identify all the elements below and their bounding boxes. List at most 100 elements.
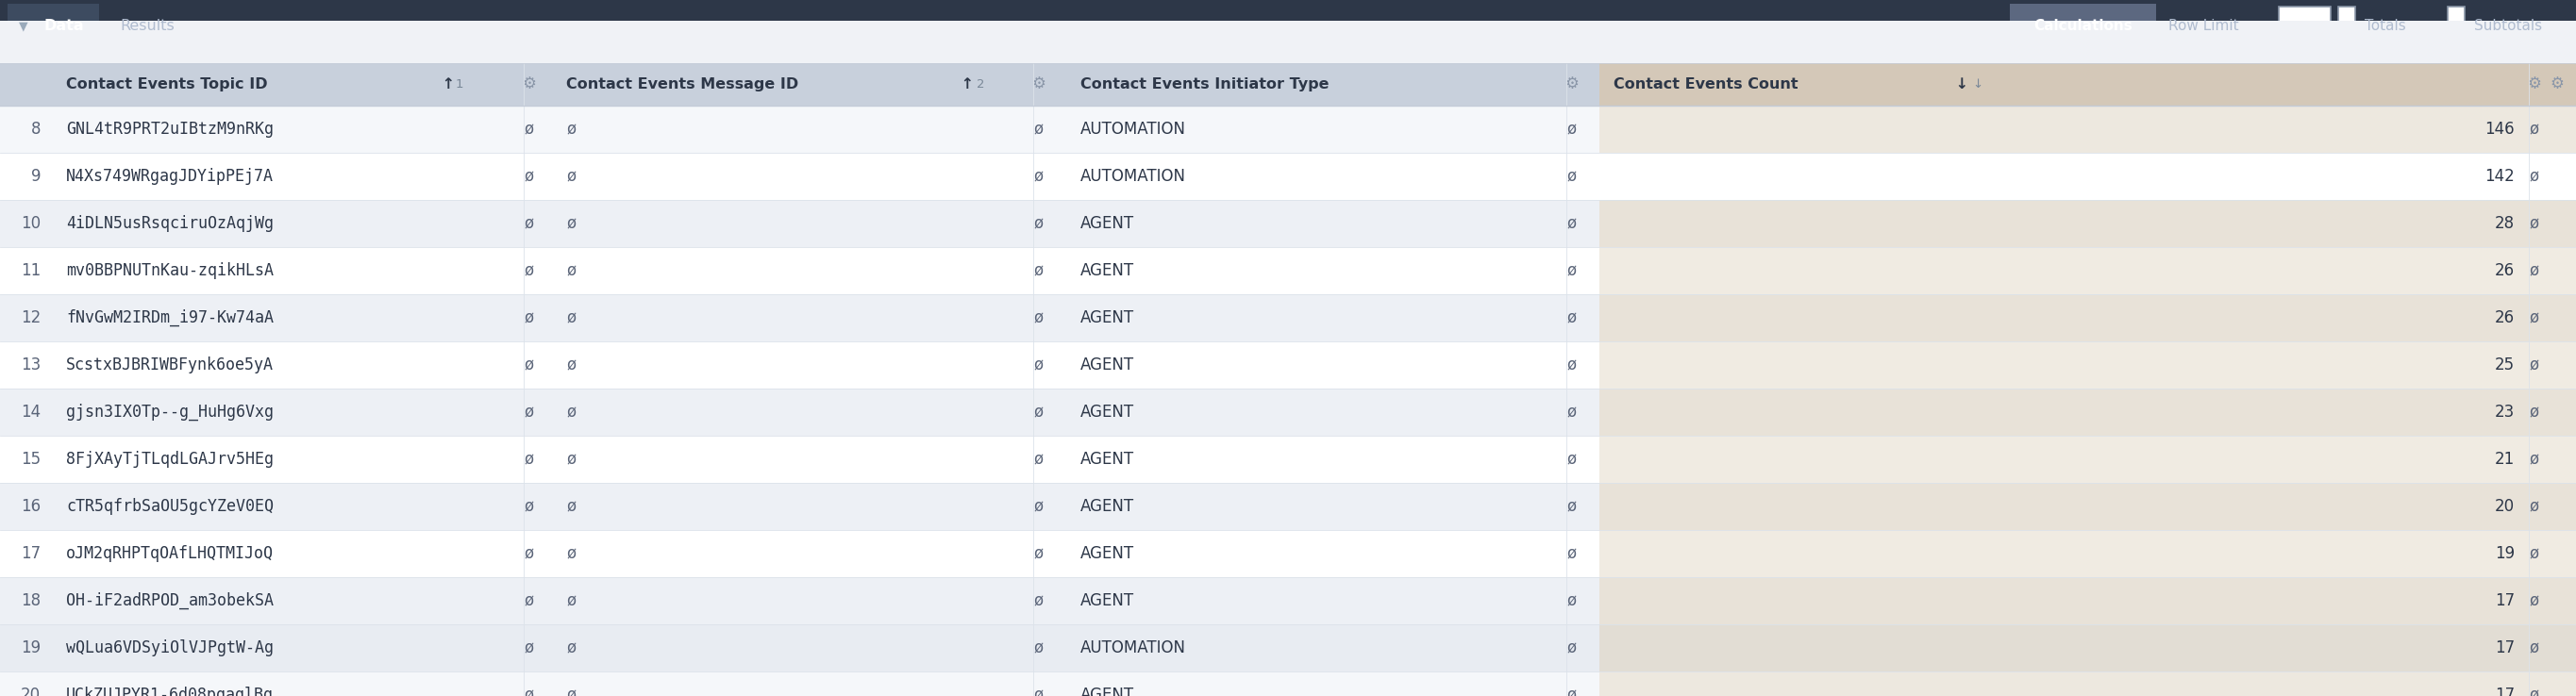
Text: 9: 9 [31,168,41,185]
Text: ø: ø [1566,592,1577,609]
Text: cTR5qfrbSaOU5gcYZeV0EQ: cTR5qfrbSaOU5gcYZeV0EQ [67,498,273,515]
FancyBboxPatch shape [1600,247,2576,294]
Text: ⚙: ⚙ [2550,76,2563,93]
Text: 13: 13 [21,356,41,374]
Text: AGENT: AGENT [1079,215,1133,232]
Text: ø: ø [526,451,533,468]
Text: OH-iF2adRPOD_am3obekSA: OH-iF2adRPOD_am3obekSA [67,592,273,610]
Text: ø: ø [1033,356,1043,374]
Text: ▼: ▼ [18,19,28,32]
FancyBboxPatch shape [1600,63,2576,106]
Text: ø: ø [567,262,574,279]
FancyBboxPatch shape [2009,3,2156,48]
Text: ø: ø [2530,545,2540,562]
Text: ø: ø [1566,215,1577,232]
Text: UCkZUJPYR1-6d08pgaglBg: UCkZUJPYR1-6d08pgaglBg [67,686,273,696]
Text: Calculations: Calculations [2032,19,2133,33]
Text: 17: 17 [21,545,41,562]
Text: 18: 18 [21,592,41,609]
Text: ScstxBJBRIWBFynk6oe5yA: ScstxBJBRIWBFynk6oe5yA [67,356,273,374]
Text: 17: 17 [2494,640,2514,656]
FancyBboxPatch shape [2447,6,2465,45]
Text: AGENT: AGENT [1079,404,1133,420]
Text: ø: ø [1033,498,1043,515]
Text: ↑: ↑ [438,77,456,91]
Text: ø: ø [526,356,533,374]
Text: ø: ø [567,168,574,185]
Text: ø: ø [526,309,533,326]
Text: AGENT: AGENT [1079,309,1133,326]
Text: 21: 21 [2494,451,2514,468]
Text: 17: 17 [2494,686,2514,696]
Text: ø: ø [567,451,574,468]
FancyBboxPatch shape [0,294,1600,342]
Text: 142: 142 [2486,168,2514,185]
Text: ø: ø [567,356,574,374]
Text: AUTOMATION: AUTOMATION [1079,120,1185,138]
FancyBboxPatch shape [0,0,2576,52]
FancyBboxPatch shape [1600,342,2576,388]
Text: ø: ø [1033,451,1043,468]
Text: ø: ø [1566,120,1577,138]
FancyBboxPatch shape [1600,483,2576,530]
Text: Contact Events Message ID: Contact Events Message ID [567,77,799,91]
Text: ø: ø [2530,356,2540,374]
FancyBboxPatch shape [0,21,2576,63]
Text: ø: ø [1033,262,1043,279]
Text: ø: ø [2530,215,2540,232]
Text: ⚙: ⚙ [523,76,536,93]
Text: AGENT: AGENT [1079,498,1133,515]
Text: ø: ø [526,498,533,515]
Text: ø: ø [1033,168,1043,185]
Text: N4Xs749WRgagJDYipPEj7A: N4Xs749WRgagJDYipPEj7A [67,168,273,185]
Text: 19: 19 [21,640,41,656]
FancyBboxPatch shape [0,483,1600,530]
FancyBboxPatch shape [0,200,1600,247]
FancyBboxPatch shape [0,624,1600,672]
Text: ø: ø [1566,545,1577,562]
Text: ø: ø [2530,498,2540,515]
FancyBboxPatch shape [0,106,1600,153]
Text: ø: ø [567,686,574,696]
Text: ø: ø [1033,404,1043,420]
Text: Contact Events Initiator Type: Contact Events Initiator Type [1079,77,1329,91]
Text: ø: ø [1033,545,1043,562]
Text: 28: 28 [2494,215,2514,232]
Text: GNL4tR9PRT2uIBtzM9nRKg: GNL4tR9PRT2uIBtzM9nRKg [67,120,273,138]
Text: 17: 17 [2494,592,2514,609]
Text: AGENT: AGENT [1079,451,1133,468]
FancyBboxPatch shape [1600,530,2576,577]
Text: 8: 8 [31,120,41,138]
Text: 20: 20 [21,686,41,696]
Text: ø: ø [526,404,533,420]
Text: 26: 26 [2494,262,2514,279]
FancyBboxPatch shape [1600,672,2576,696]
Text: ø: ø [2530,640,2540,656]
FancyBboxPatch shape [1600,388,2576,436]
Text: ø: ø [1566,262,1577,279]
FancyBboxPatch shape [0,388,1600,436]
FancyBboxPatch shape [1600,153,2576,200]
FancyBboxPatch shape [0,577,1600,624]
Text: 25: 25 [2494,356,2514,374]
Text: Row Limit: Row Limit [2169,19,2239,33]
Text: ↓: ↓ [1950,77,1968,91]
FancyBboxPatch shape [0,63,1600,106]
FancyBboxPatch shape [1600,294,2576,342]
Text: ø: ø [526,120,533,138]
Text: 2: 2 [976,78,984,90]
Text: ø: ø [526,262,533,279]
Text: ø: ø [1033,640,1043,656]
Text: ø: ø [2530,309,2540,326]
Text: ø: ø [1033,592,1043,609]
FancyBboxPatch shape [1600,436,2576,483]
Text: ø: ø [1566,451,1577,468]
Text: ø: ø [2530,262,2540,279]
Text: ⚙: ⚙ [1566,76,1579,93]
Text: AGENT: AGENT [1079,592,1133,609]
Text: Totals: Totals [2365,19,2406,33]
Text: 14: 14 [21,404,41,420]
Text: 23: 23 [2494,404,2514,420]
FancyBboxPatch shape [1600,106,2576,153]
Text: ø: ø [1566,168,1577,185]
